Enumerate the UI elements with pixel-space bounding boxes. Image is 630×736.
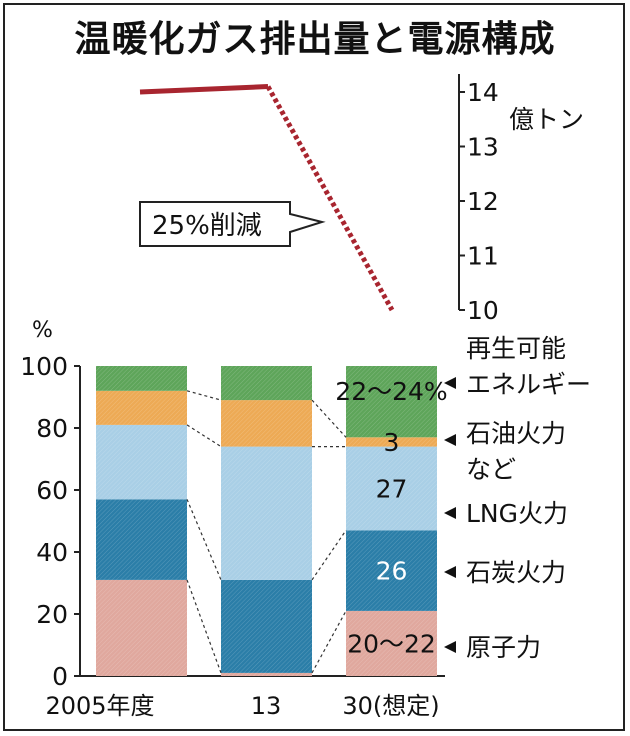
bar-segment-texture <box>96 499 187 580</box>
bar-data-label: 20～22 <box>347 629 436 658</box>
emissions-line-projected <box>265 85 395 312</box>
bar-category-label: 30(想定) <box>342 692 439 720</box>
bar-connector <box>186 499 222 581</box>
bar-data-label: 3 <box>384 428 400 457</box>
bar-segment-texture <box>96 579 187 676</box>
legend-label: 再生可能 <box>466 334 566 363</box>
line-y-tick-label: 12 <box>467 187 499 216</box>
legend-marker <box>444 507 456 519</box>
bar-segment-texture <box>346 610 437 676</box>
legend-marker <box>444 641 456 653</box>
bar-segment-texture <box>221 400 312 447</box>
emissions-line-actual <box>139 84 269 95</box>
bar-segment-texture <box>221 366 312 401</box>
bar-y-tick-label: 80 <box>36 414 68 443</box>
bar-segment-texture <box>96 366 187 391</box>
line-y-unit: 億トン <box>509 105 584 134</box>
bar-connector <box>186 424 222 448</box>
bar-data-label: 27 <box>376 474 408 503</box>
bar-category-label: 2005年度 <box>45 692 154 720</box>
legend-label: など <box>466 455 516 484</box>
bar-connector <box>186 579 222 674</box>
line-y-tick-label: 13 <box>467 133 499 162</box>
line-y-tick-label: 14 <box>467 78 499 107</box>
bar-y-tick-label: 20 <box>36 600 68 629</box>
bar-y-tick-label: 60 <box>36 476 68 505</box>
bar-segment-texture <box>96 390 187 425</box>
annotation-callout <box>139 201 326 247</box>
bar-y-tick-label: 40 <box>36 538 68 567</box>
bar-data-label: 22～24% <box>335 377 447 406</box>
bar-segment-texture <box>221 579 312 673</box>
bar-connector <box>311 529 347 581</box>
bar-data-label: 26 <box>376 557 408 586</box>
bar-segment-texture <box>346 530 437 611</box>
legend-marker <box>444 566 456 578</box>
line-y-tick-label: 11 <box>467 242 499 271</box>
bar-y-tick-label: 100 <box>20 352 68 381</box>
legend-label: LNG火力 <box>466 499 568 528</box>
legend-label: 石炭火力 <box>466 558 566 587</box>
bar-connector <box>186 390 222 401</box>
legend-label: エネルギー <box>466 370 591 399</box>
bar-segment-texture <box>221 672 312 676</box>
bar-segment-texture <box>221 446 312 580</box>
legend-label: 原子力 <box>466 633 541 662</box>
bar-category-label: 13 <box>251 692 282 720</box>
legend-marker <box>444 377 456 389</box>
bar-connector <box>311 610 347 674</box>
bar-segment-texture <box>96 424 187 500</box>
bar-connector <box>311 399 347 438</box>
legend-label: 石油火力 <box>466 419 566 448</box>
line-y-tick-label: 10 <box>467 296 499 325</box>
bar-y-tick-label: 0 <box>52 662 68 691</box>
bar-segment-texture <box>346 446 437 531</box>
annotation-label: 25%削減 <box>152 211 262 241</box>
legend-marker <box>444 434 456 446</box>
bar-segment-texture <box>346 437 437 447</box>
bar-segment-texture <box>346 366 437 438</box>
bar-y-unit: % <box>32 318 53 343</box>
chart-title: 温暖化ガス排出量と電源構成 <box>74 19 556 60</box>
